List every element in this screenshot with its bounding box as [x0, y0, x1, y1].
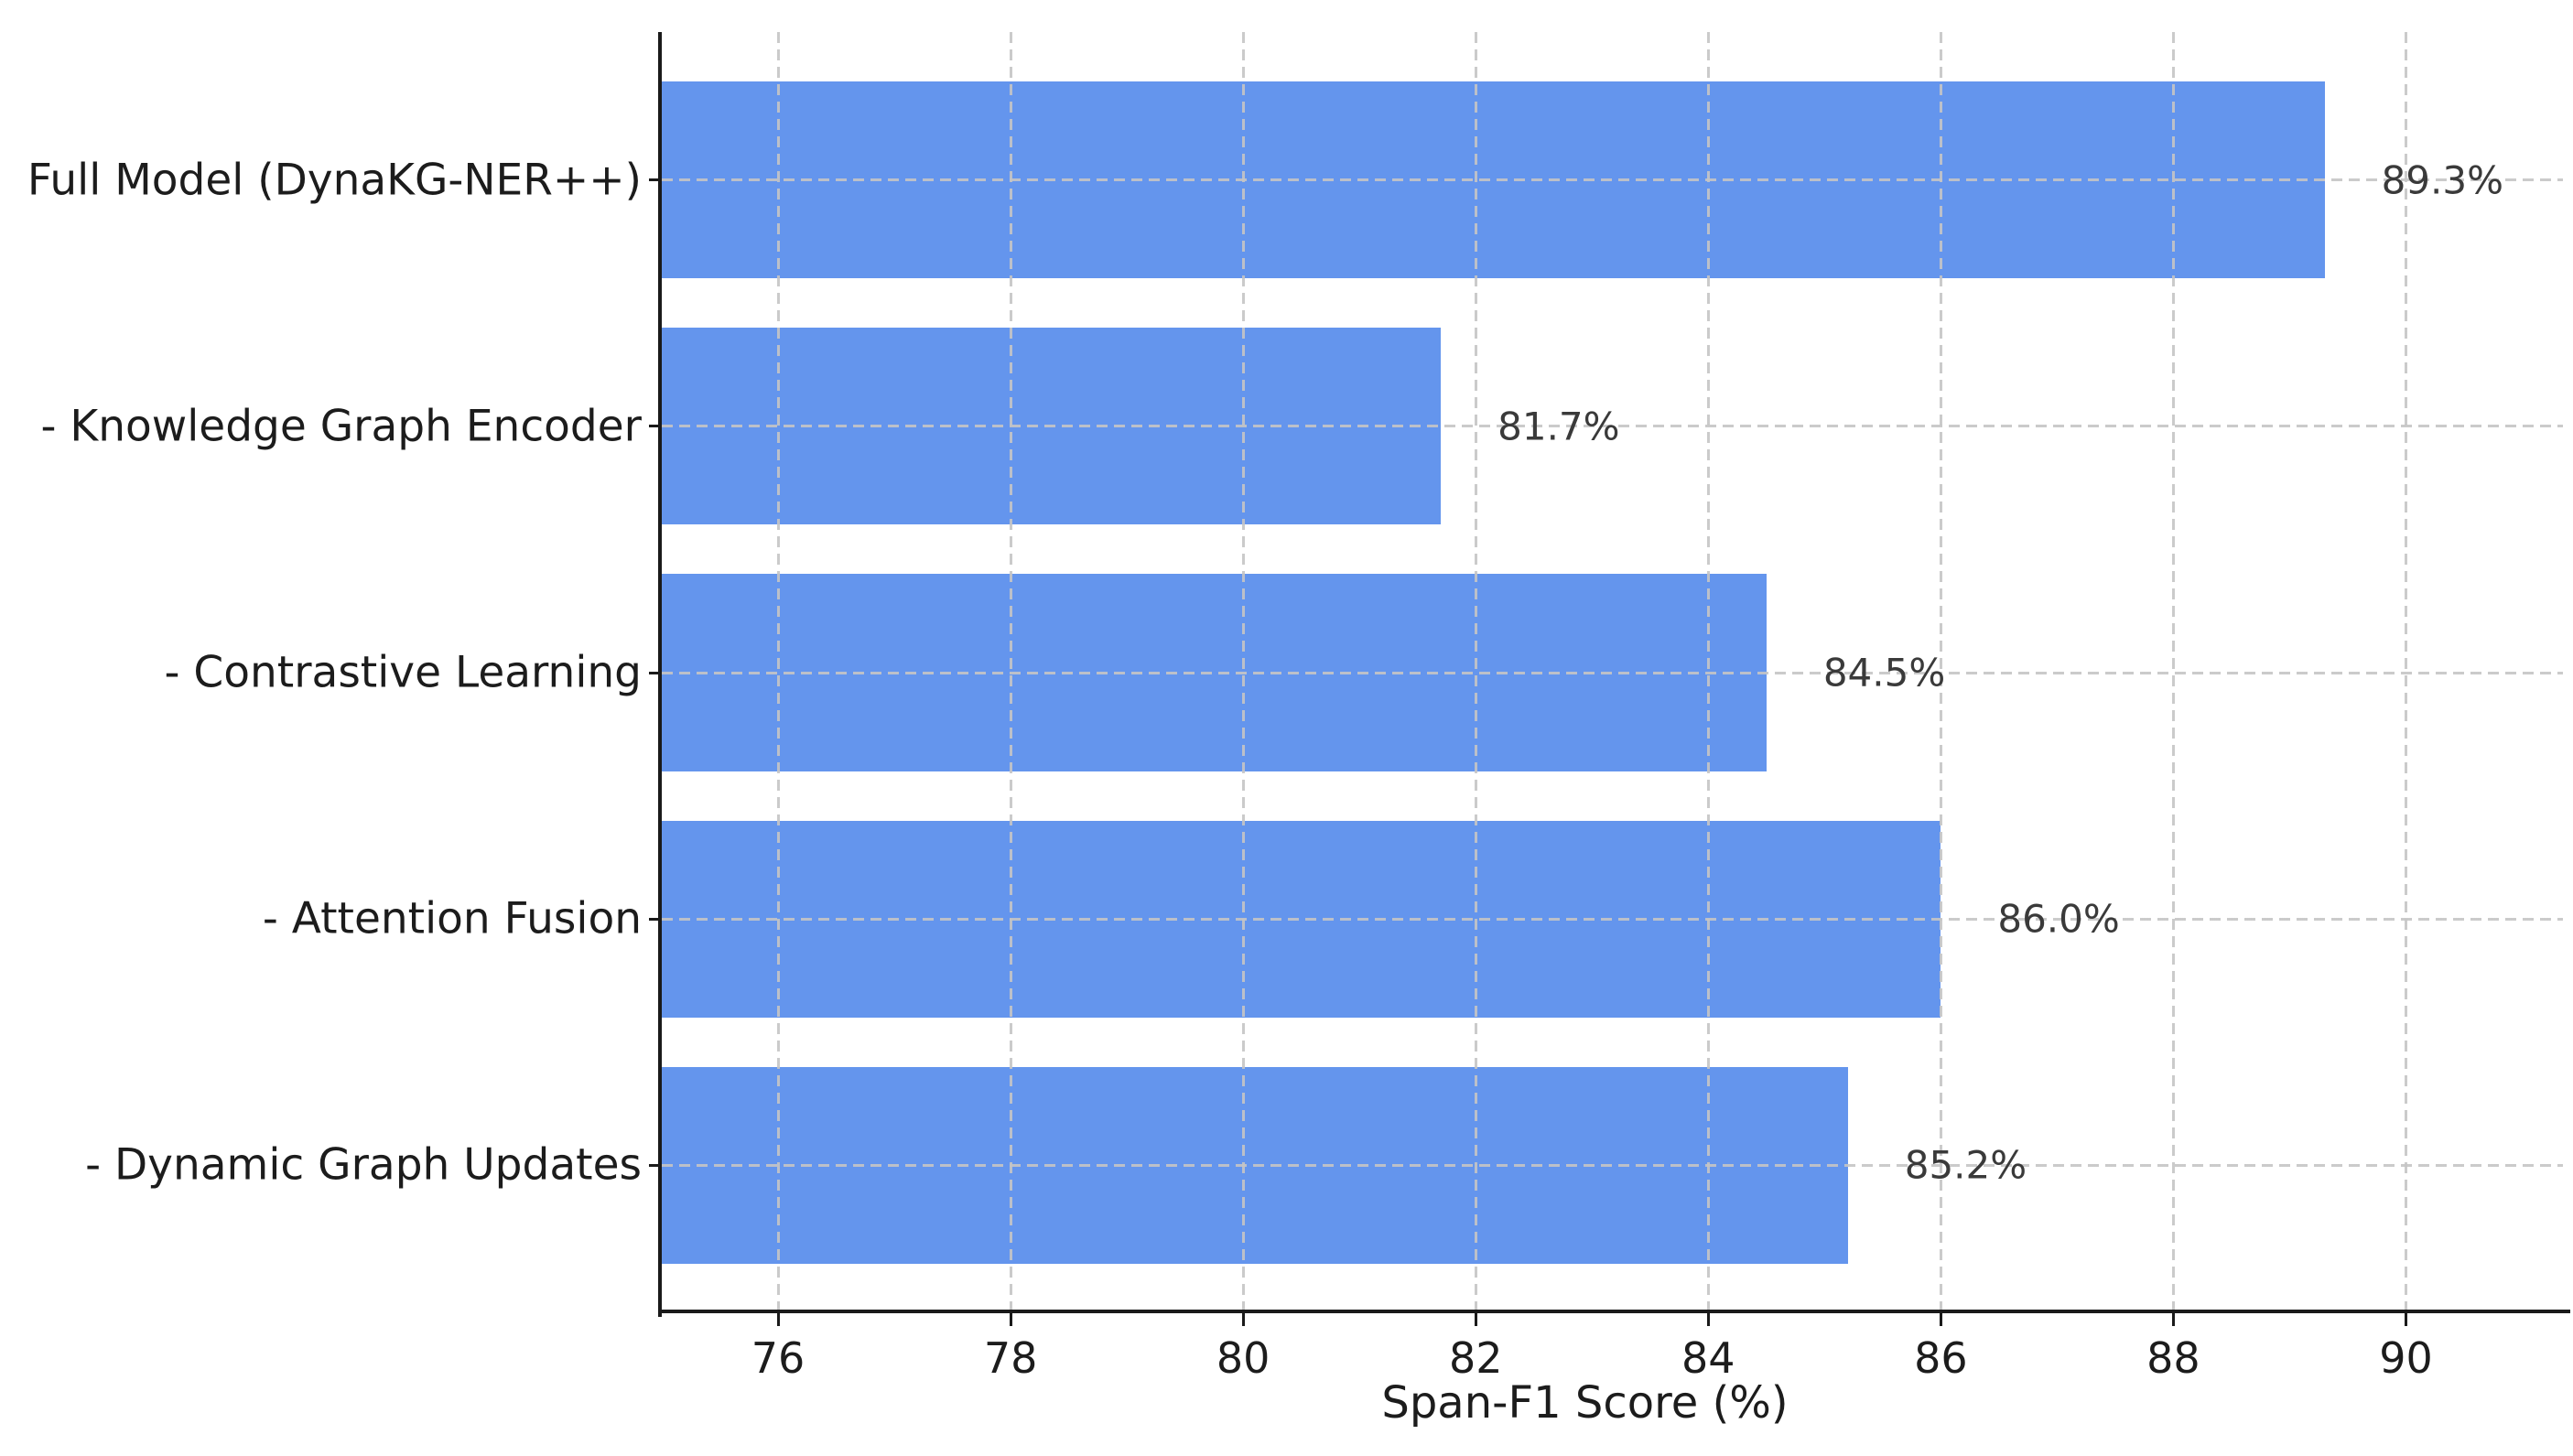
x-tick-label: 80	[1216, 1333, 1270, 1383]
x-tick-label: 88	[2146, 1333, 2200, 1383]
y-gridline	[662, 917, 2563, 921]
bar-value-label: 85.2%	[1904, 1142, 2027, 1188]
y-tick-mark	[649, 671, 662, 674]
bar-value-label: 86.0%	[1997, 896, 2120, 942]
category-label: - Dynamic Graph Updates	[85, 1139, 642, 1191]
category-label: Full Model (DynaKG-NER++)	[27, 155, 642, 206]
x-tick-mark	[1009, 1313, 1012, 1326]
x-tick-mark	[2405, 1313, 2407, 1326]
y-gridline	[662, 671, 2563, 674]
y-axis-spine	[658, 32, 662, 1317]
x-tick-label: 78	[983, 1333, 1038, 1383]
y-tick-mark	[649, 425, 662, 428]
y-tick-mark	[649, 178, 662, 182]
category-label: - Knowledge Graph Encoder	[40, 401, 642, 452]
x-tick-mark	[1474, 1313, 1477, 1326]
y-gridline	[662, 178, 2563, 182]
y-tick-mark	[649, 917, 662, 921]
bar-value-label: 84.5%	[1822, 650, 1946, 696]
x-tick-mark	[1706, 1313, 1710, 1326]
y-tick-mark	[649, 1163, 662, 1167]
y-gridline	[662, 425, 2563, 428]
x-tick-label: 82	[1448, 1333, 1503, 1383]
x-tick-mark	[1939, 1313, 1942, 1326]
category-label: - Contrastive Learning	[164, 647, 643, 698]
x-tick-label: 76	[751, 1333, 805, 1383]
x-tick-label: 90	[2379, 1333, 2433, 1383]
category-label: - Attention Fusion	[262, 893, 642, 944]
x-tick-label: 84	[1681, 1333, 1735, 1383]
bar-value-label: 89.3%	[2381, 157, 2504, 203]
y-gridline	[662, 1163, 2563, 1167]
x-tick-mark	[776, 1313, 780, 1326]
x-axis-label: Span-F1 Score (%)	[1381, 1377, 1789, 1429]
x-tick-mark	[2171, 1313, 2175, 1326]
x-tick-label: 86	[1914, 1333, 1968, 1383]
x-axis-spine	[658, 1310, 2570, 1313]
x-tick-mark	[1241, 1313, 1245, 1326]
bar-value-label: 81.7%	[1497, 404, 1620, 449]
